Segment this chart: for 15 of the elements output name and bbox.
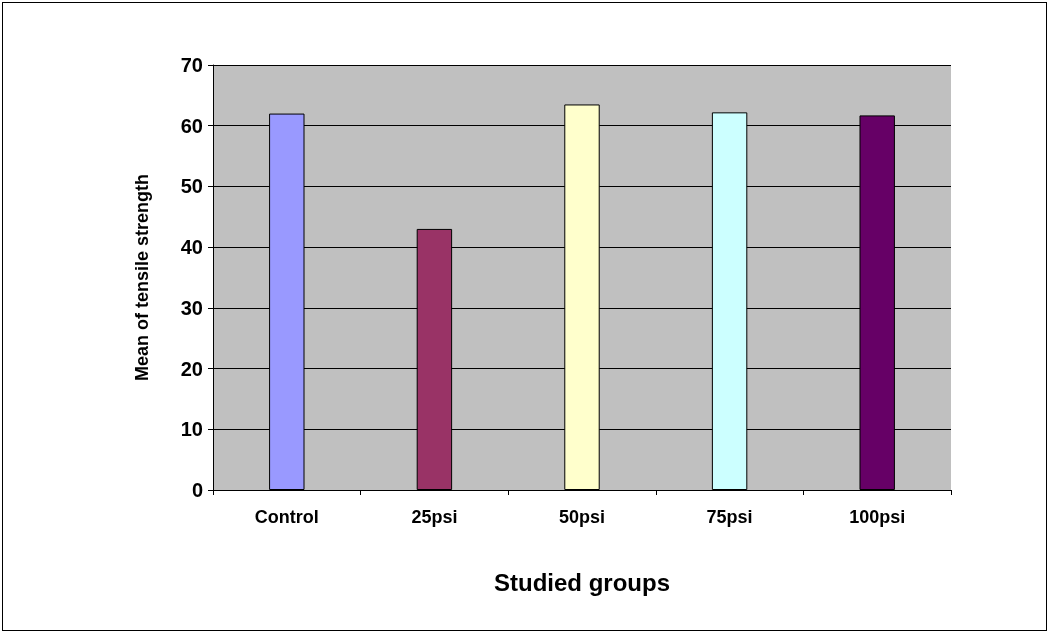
y-tick-label: 20: [180, 357, 203, 380]
y-tick-label: 60: [180, 114, 203, 137]
x-tick-label: 75psi: [706, 507, 753, 527]
y-tick-label: 50: [180, 175, 203, 198]
x-tick-label: Control: [254, 507, 319, 527]
x-tick-label: 100psi: [849, 507, 906, 527]
y-tick-label: 10: [180, 418, 203, 441]
y-tick-label: 0: [191, 479, 203, 501]
y-tick-label: 40: [180, 236, 203, 259]
y-axis-title: Mean of tensile strength: [132, 173, 152, 382]
x-tick-label: 25psi: [411, 507, 458, 527]
y-tick-label: 30: [180, 296, 203, 319]
x-tick-label: 50psi: [558, 507, 606, 527]
x-axis-title: Studied groups: [494, 568, 670, 596]
y-tick-label: 70: [180, 54, 203, 76]
